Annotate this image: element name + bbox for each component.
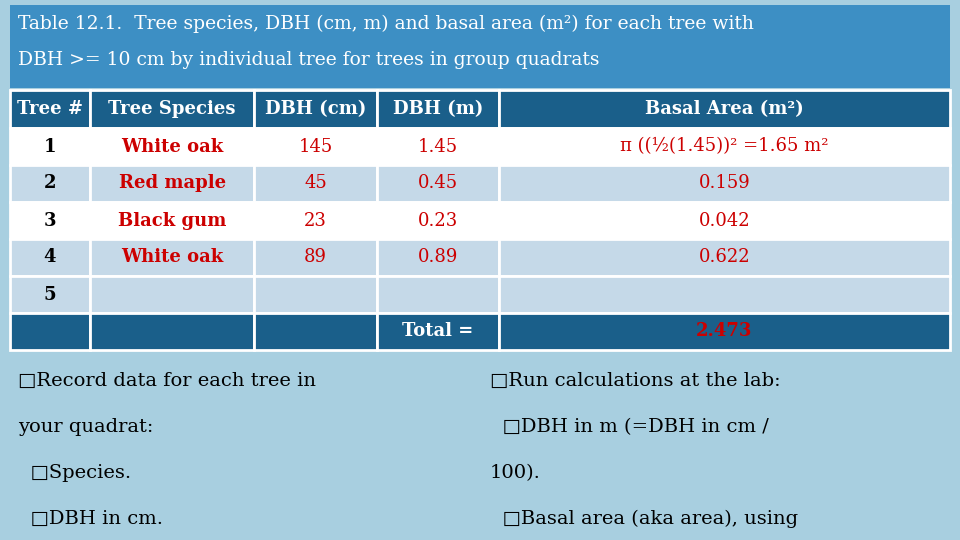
Text: Total =: Total = (402, 322, 473, 341)
Text: 2.473: 2.473 (696, 322, 753, 341)
FancyBboxPatch shape (254, 90, 376, 128)
Text: 0.159: 0.159 (699, 174, 751, 192)
Text: 0.45: 0.45 (418, 174, 458, 192)
FancyBboxPatch shape (90, 90, 254, 128)
FancyBboxPatch shape (10, 202, 90, 239)
Text: White oak: White oak (121, 138, 224, 156)
Text: 145: 145 (299, 138, 332, 156)
Text: □DBH in m (=DBH in cm /: □DBH in m (=DBH in cm / (490, 418, 769, 436)
FancyBboxPatch shape (499, 165, 950, 202)
FancyBboxPatch shape (499, 239, 950, 276)
Text: Black gum: Black gum (118, 212, 227, 230)
Text: 0.89: 0.89 (418, 248, 458, 267)
FancyBboxPatch shape (499, 276, 950, 313)
Text: 4: 4 (44, 248, 57, 267)
Text: 3: 3 (44, 212, 57, 230)
Text: DBH >= 10 cm by individual tree for trees in group quadrats: DBH >= 10 cm by individual tree for tree… (18, 51, 599, 69)
FancyBboxPatch shape (499, 313, 950, 350)
Text: π ((½(1.45))² =1.65 m²: π ((½(1.45))² =1.65 m² (620, 138, 828, 156)
Text: 2: 2 (44, 174, 57, 192)
FancyBboxPatch shape (90, 239, 254, 276)
FancyBboxPatch shape (254, 239, 376, 276)
FancyBboxPatch shape (376, 202, 499, 239)
FancyBboxPatch shape (376, 128, 499, 165)
FancyBboxPatch shape (376, 239, 499, 276)
Text: DBH (m): DBH (m) (393, 100, 483, 118)
Text: 1.45: 1.45 (418, 138, 458, 156)
FancyBboxPatch shape (376, 276, 499, 313)
FancyBboxPatch shape (499, 202, 950, 239)
FancyBboxPatch shape (254, 165, 376, 202)
FancyBboxPatch shape (10, 239, 90, 276)
FancyBboxPatch shape (90, 128, 254, 165)
Text: 45: 45 (304, 174, 326, 192)
Text: 1: 1 (44, 138, 57, 156)
FancyBboxPatch shape (10, 90, 90, 128)
FancyBboxPatch shape (90, 165, 254, 202)
FancyBboxPatch shape (254, 276, 376, 313)
FancyBboxPatch shape (376, 313, 499, 350)
FancyBboxPatch shape (499, 90, 950, 128)
Text: 5: 5 (43, 286, 57, 303)
FancyBboxPatch shape (10, 276, 90, 313)
FancyBboxPatch shape (90, 313, 254, 350)
Text: □Run calculations at the lab:: □Run calculations at the lab: (490, 372, 780, 390)
Text: 0.23: 0.23 (418, 212, 458, 230)
Text: Basal Area (m²): Basal Area (m²) (645, 100, 804, 118)
Text: □Record data for each tree in: □Record data for each tree in (18, 372, 316, 390)
FancyBboxPatch shape (90, 276, 254, 313)
Text: 100).: 100). (490, 464, 540, 482)
Text: Tree #: Tree # (17, 100, 83, 118)
Text: White oak: White oak (121, 248, 224, 267)
FancyBboxPatch shape (10, 313, 90, 350)
FancyBboxPatch shape (10, 165, 90, 202)
FancyBboxPatch shape (499, 128, 950, 165)
Text: 89: 89 (304, 248, 327, 267)
Text: 0.042: 0.042 (699, 212, 750, 230)
Text: □DBH in cm.: □DBH in cm. (18, 510, 163, 528)
Text: your quadrat:: your quadrat: (18, 418, 154, 436)
Text: Table 12.1.  Tree species, DBH (cm, m) and basal area (m²) for each tree with: Table 12.1. Tree species, DBH (cm, m) an… (18, 15, 754, 33)
FancyBboxPatch shape (10, 128, 90, 165)
Text: DBH (cm): DBH (cm) (265, 100, 366, 118)
FancyBboxPatch shape (254, 202, 376, 239)
Text: □Basal area (aka area), using: □Basal area (aka area), using (490, 510, 798, 528)
Text: Red maple: Red maple (119, 174, 226, 192)
FancyBboxPatch shape (90, 202, 254, 239)
Text: 0.622: 0.622 (699, 248, 750, 267)
Text: 23: 23 (304, 212, 327, 230)
FancyBboxPatch shape (254, 128, 376, 165)
FancyBboxPatch shape (10, 5, 950, 88)
Text: □Species.: □Species. (18, 464, 132, 482)
Text: Tree Species: Tree Species (108, 100, 236, 118)
FancyBboxPatch shape (376, 90, 499, 128)
FancyBboxPatch shape (376, 165, 499, 202)
FancyBboxPatch shape (254, 313, 376, 350)
